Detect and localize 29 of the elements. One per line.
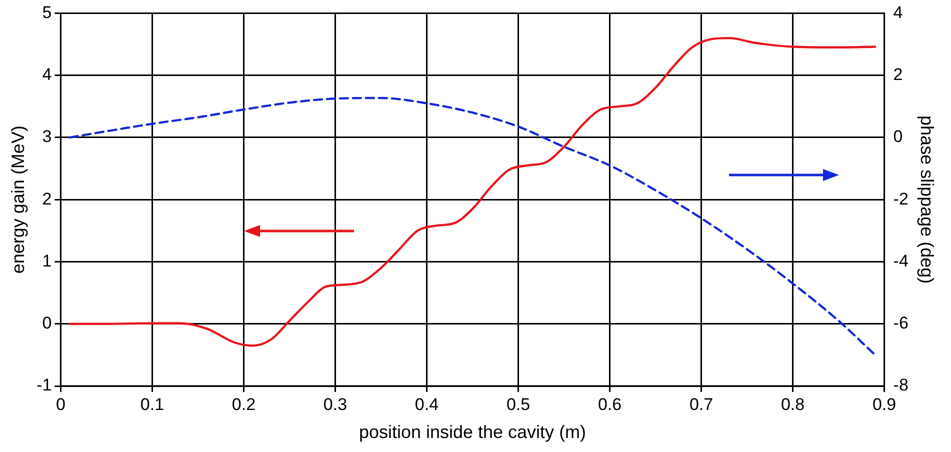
y2-axis-title: phase slippage (deg) xyxy=(917,116,938,284)
x-tick-label: 0 xyxy=(56,394,66,414)
x-tick-label: 0.1 xyxy=(140,394,164,414)
y2-tick-label: 0 xyxy=(893,127,903,146)
y2-tick-label: 4 xyxy=(893,2,903,22)
y-tick-label: 4 xyxy=(42,65,52,84)
x-tick-label: 0.9 xyxy=(872,394,896,414)
y-tick-label: -1 xyxy=(36,376,52,395)
x-tick-label: 0.3 xyxy=(323,394,348,414)
y-tick-label: 5 xyxy=(42,2,52,22)
y2-tick-label: -2 xyxy=(893,189,908,208)
x-tick-label: 0.7 xyxy=(689,394,714,414)
y2-tick-label: -8 xyxy=(893,376,908,395)
y-tick-label: 0 xyxy=(42,314,52,333)
y2-tick-label: -6 xyxy=(893,314,908,333)
x-tick-label: 0.4 xyxy=(414,394,439,414)
x-tick-label: 0.6 xyxy=(598,394,622,414)
y-tick-label: 3 xyxy=(42,127,52,146)
x-tick-label: 0.5 xyxy=(506,394,530,414)
line-series xyxy=(68,36,876,347)
y-tick-label: 1 xyxy=(42,251,52,270)
y2-tick-label: -4 xyxy=(893,251,908,270)
y2-tick-label: 2 xyxy=(893,65,903,84)
x-tick-label: 0.2 xyxy=(232,394,256,414)
x-axis-title: position inside the cavity (m) xyxy=(358,422,586,442)
x-tick-label: 0.8 xyxy=(780,394,805,414)
y-tick-label: 2 xyxy=(42,189,52,208)
line-series xyxy=(68,96,876,356)
y-axis-title: energy gain (MeV) xyxy=(8,126,28,274)
